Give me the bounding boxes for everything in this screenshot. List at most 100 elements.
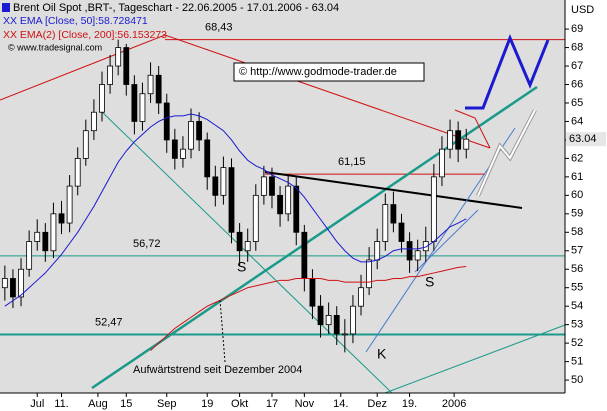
candle-body [10,278,16,298]
y-tick-label: 68 [571,41,583,53]
candle-body [155,74,162,104]
candle-body [439,148,445,178]
y-axis-label: USD [571,4,594,16]
x-tick-label: Okt [231,398,248,410]
candle-body [18,268,24,298]
y-tick-label: 60 [571,189,583,201]
annotation-k: K [377,346,387,362]
resistance-curve [454,109,491,149]
channel-line [384,324,566,394]
ema-line [150,265,467,351]
candle-body [358,287,364,307]
candle-body [131,84,138,122]
x-tick-label: Dez [367,398,387,410]
candle-body [139,93,146,122]
x-tick-label: Sep [157,398,177,410]
forecast-path [465,34,550,110]
level-label: 61,15 [338,156,366,168]
candle-body [58,213,65,224]
y-tick-label: 65 [571,97,583,109]
candle-body [82,130,89,159]
candle-body [252,194,259,242]
candle-body [115,47,122,67]
neckline [264,171,523,209]
y-tick-label: 55 [571,282,583,294]
candle-body [285,185,292,215]
candle-body [309,278,316,307]
source: © www.tradesignal.com [8,42,102,52]
x-tick-label: 19 [201,398,213,410]
candle-body [406,241,413,261]
candle-body [301,231,308,279]
y-tick-label: 64 [571,115,583,127]
x-tick-label: 15 [120,398,132,410]
candle-body [123,47,130,85]
down-trend-line [99,109,393,394]
candle-body [171,139,178,159]
candle-body [1,278,8,289]
y-tick-label: 50 [571,374,583,386]
candle-body [163,102,170,141]
candle-body [333,315,340,335]
candle-body [430,176,437,242]
candle-body [422,241,429,252]
candle-body [341,333,348,336]
candle-body [204,139,211,178]
x-tick-label: 14. [333,398,348,410]
y-tick-label: 67 [571,60,583,72]
x-tick-label: Nov [295,398,315,410]
candle-body [277,194,283,215]
y-tick-label: 62 [571,152,583,164]
candle-body [220,167,227,196]
x-tick-label: 19. [402,398,417,410]
y-tick-label: 57 [571,245,583,257]
candle-body [390,204,397,224]
candle-body [398,222,405,242]
candle-body [107,65,113,85]
ema-line [4,113,467,307]
candle-body [236,231,243,252]
level-label: 56,72 [133,238,161,250]
red-channel-line [0,34,491,149]
candle-body [366,259,373,289]
y-tick-label: 69 [571,23,583,35]
forecast-path-alt [477,109,536,197]
copyright: © http://www.godmode-trader.de [239,66,397,78]
x-tick-label: 11. [54,398,68,410]
candle-body [180,148,186,159]
candle-body [325,315,332,326]
y-tick-label: 66 [571,78,583,90]
up-trend-line [91,85,538,390]
chart-title: Brent Oil Spot ,BRT-, Tageschart - 22.06… [13,2,339,14]
candle-body [90,111,97,132]
candle-body [50,213,57,252]
y-tick-label: 59 [571,208,583,220]
last-price-box [566,132,606,147]
level-label: 52,47 [95,316,123,328]
candle-body [188,121,194,150]
candle-body [42,231,49,252]
candle-body [228,167,235,233]
y-tick-label: 58 [571,226,583,238]
y-tick-label: 61 [571,171,583,183]
candle-body [414,250,421,261]
annotation-s: S [237,259,246,275]
candle-body [350,305,356,335]
candle-body [244,241,251,252]
candle-body [99,84,105,113]
candle-body [74,157,81,187]
candle-body [317,305,324,326]
candle-body [447,130,453,150]
y-tick-label: 54 [571,300,583,312]
y-tick-label: 53 [571,319,583,331]
x-tick-label: Jul [30,398,44,410]
x-tick-label: 2006 [442,398,466,410]
y-tick-label: 51 [571,356,583,368]
candle-body [382,204,389,242]
candle-body [196,121,203,141]
candle-body [269,176,275,196]
last-price-label: 63.04 [569,133,597,145]
legend-entry: XX EMA [Close, 50]:58.728471 [3,15,148,27]
legend-entry: XX EMA(2) [Close, 200]:56.153273 [3,29,167,41]
annotation-trend: Aufwärtstrend seit Dezember 2004 [133,364,302,376]
